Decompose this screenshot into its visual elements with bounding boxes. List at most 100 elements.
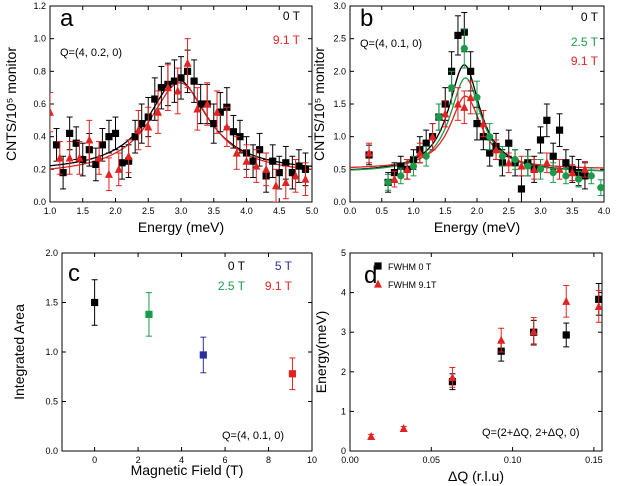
data-point bbox=[542, 158, 551, 167]
data-point bbox=[210, 120, 218, 128]
x-axis-title: Energy (meV) bbox=[434, 219, 520, 235]
x-tick-label: 2.0 bbox=[109, 206, 122, 216]
y-axis-title: Energy(meV) bbox=[313, 311, 329, 393]
data-point bbox=[203, 99, 212, 108]
data-point bbox=[479, 119, 488, 128]
data-point bbox=[134, 125, 143, 134]
y-tick-label: 0 bbox=[341, 446, 346, 456]
data-point bbox=[216, 108, 224, 116]
legend-entry: 0 T bbox=[283, 9, 301, 23]
data-point bbox=[111, 129, 120, 137]
data-point bbox=[460, 44, 468, 53]
data-point bbox=[144, 122, 153, 131]
panel-d: 0.00 0.05 0.10 0.15 0 1 2 3 4 5 ΔQ (r.l.u) Energy(m… bbox=[313, 248, 603, 484]
panel-letter: a bbox=[60, 5, 74, 32]
data-point bbox=[232, 148, 241, 157]
data-point bbox=[492, 145, 501, 154]
data-point bbox=[504, 158, 513, 167]
data-point bbox=[151, 95, 159, 103]
y-tick-label: 0.4 bbox=[33, 132, 46, 142]
y-tick-label: 0.0 bbox=[333, 197, 346, 207]
data-point bbox=[511, 155, 519, 164]
plot-frame bbox=[349, 252, 603, 452]
legend-entry: 5 T bbox=[275, 259, 293, 273]
series-fwhm-0-t bbox=[448, 282, 602, 391]
data-point bbox=[517, 161, 526, 170]
y-tick-label: 0.0 bbox=[45, 446, 58, 456]
y-tick-label: 1.0 bbox=[33, 34, 46, 44]
data-point bbox=[104, 169, 113, 178]
data-point bbox=[575, 175, 583, 183]
data-point bbox=[173, 86, 182, 95]
y-axis-title: Integrated Area bbox=[11, 304, 27, 400]
x-tick-label: 0 bbox=[92, 455, 97, 465]
panel-a: 1.0 1.5 2.0 2.5 3.0 3.5 4.0 4.5 5.0 0.0 0.2 0.4 0.6 0… bbox=[3, 1, 318, 235]
x-tick-label: 1.5 bbox=[76, 206, 89, 216]
legend-marker bbox=[374, 279, 382, 288]
data-point bbox=[145, 310, 153, 318]
y-tick-label: 0.6 bbox=[33, 99, 46, 109]
legend-entry: FWHM 9.1T bbox=[388, 280, 437, 290]
panel-letter: c bbox=[68, 260, 80, 287]
series-0-t bbox=[91, 279, 99, 326]
data-point bbox=[157, 84, 165, 92]
x-tick-label: 4.0 bbox=[598, 206, 611, 216]
x-tick-label: 6 bbox=[223, 455, 228, 465]
y-tick-label: 0.5 bbox=[333, 164, 346, 174]
x-tick-label: 0.00 bbox=[341, 455, 359, 465]
data-point bbox=[281, 178, 290, 186]
data-point bbox=[75, 153, 84, 162]
data-point bbox=[562, 296, 571, 305]
data-point bbox=[52, 141, 61, 149]
data-point bbox=[95, 153, 104, 162]
q-annotation: Q=(4, 0.2, 0) bbox=[60, 47, 122, 59]
data-point bbox=[138, 120, 146, 128]
data-point bbox=[213, 107, 222, 116]
y-tick-label: 2.0 bbox=[333, 66, 346, 76]
data-point bbox=[269, 157, 277, 165]
data-point bbox=[282, 159, 290, 167]
data-point bbox=[486, 133, 494, 141]
data-point bbox=[530, 164, 539, 173]
data-point bbox=[131, 133, 139, 141]
data-point bbox=[118, 159, 126, 167]
series-2.5-t bbox=[384, 28, 604, 196]
y-tick-label: 3 bbox=[341, 327, 346, 337]
data-point bbox=[98, 141, 106, 149]
data-point bbox=[549, 169, 557, 177]
x-tick-label: 0.0 bbox=[344, 206, 357, 216]
q-annotation: Q=(4, 0.1, 0) bbox=[222, 430, 284, 442]
data-point bbox=[529, 327, 538, 336]
data-point bbox=[105, 133, 113, 141]
x-tick-label: 10 bbox=[307, 455, 317, 465]
data-point bbox=[252, 161, 261, 170]
y-axis-title: CNTS/10⁵ monitor bbox=[311, 47, 327, 161]
q-annotation: Q=(2+ΔQ, 2+ΔQ, 0) bbox=[482, 427, 580, 439]
data-point bbox=[498, 152, 506, 160]
data-point bbox=[536, 165, 545, 173]
data-point bbox=[454, 31, 462, 39]
y-tick-label: 5 bbox=[341, 248, 346, 258]
y-tick-label: 1.5 bbox=[333, 99, 346, 109]
x-tick-label: 3.0 bbox=[175, 206, 188, 216]
data-point bbox=[384, 178, 392, 186]
x-tick-label: 1.0 bbox=[407, 206, 420, 216]
data-point bbox=[256, 146, 264, 154]
x-tick-label: 2.5 bbox=[502, 206, 515, 216]
y-tick-label: 0.2 bbox=[33, 164, 46, 174]
data-point bbox=[91, 298, 99, 307]
legend-entry: 0 T bbox=[228, 259, 246, 273]
x-tick-label: 0.5 bbox=[375, 206, 388, 216]
x-tick-label: 2 bbox=[136, 455, 141, 465]
data-point bbox=[85, 135, 94, 144]
data-point bbox=[55, 153, 64, 162]
y-tick-label: 0.8 bbox=[33, 66, 46, 76]
x-tick-label: 0.10 bbox=[504, 455, 522, 465]
y-tick-label: 0.0 bbox=[33, 197, 46, 207]
data-point bbox=[190, 77, 198, 85]
y-tick-label: 1.2 bbox=[33, 1, 46, 11]
panel-letter: d bbox=[364, 262, 377, 289]
legend-entry: 9.1 T bbox=[571, 54, 599, 68]
data-point bbox=[288, 370, 297, 378]
